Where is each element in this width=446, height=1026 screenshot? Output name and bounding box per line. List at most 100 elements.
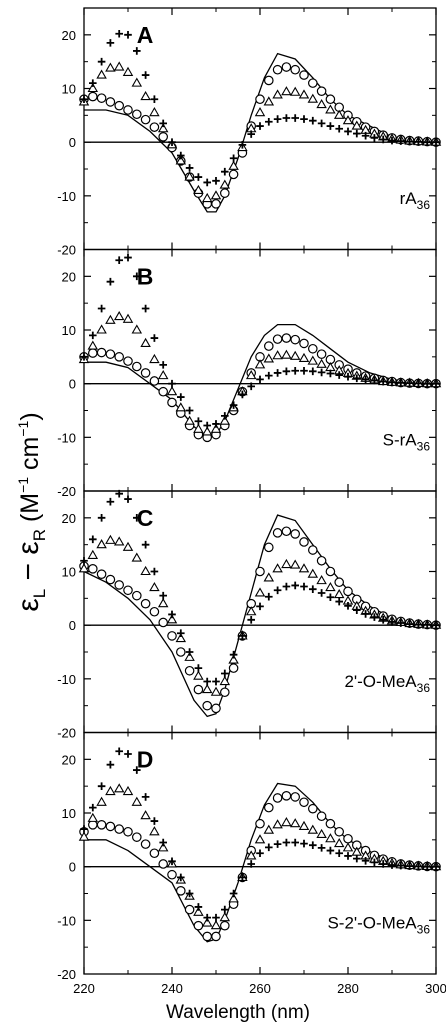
data-point-plus [247, 616, 255, 624]
data-point-plus [414, 138, 423, 146]
data-point-plus [361, 375, 370, 384]
data-point-circle [272, 793, 283, 803]
data-point-triangle [272, 350, 283, 360]
data-point-circle [272, 334, 283, 344]
data-point-triangle [210, 423, 222, 433]
y-label-minus-epsilon: − ε [12, 541, 45, 589]
data-point-plus [379, 377, 387, 386]
data-point-triangle [272, 819, 283, 829]
y-axis-label: εL − εR (M−1 cm−1) [12, 412, 49, 611]
data-point-circle [140, 368, 151, 378]
data-point-triangle [307, 568, 319, 578]
data-point-circle [299, 537, 309, 547]
data-point-plus [256, 602, 264, 611]
data-point-circle [299, 338, 309, 349]
data-point-triangle [289, 350, 301, 360]
data-point-plus [309, 585, 317, 594]
data-point-plus [194, 173, 203, 181]
data-point-circle [184, 904, 195, 915]
data-point-triangle [78, 563, 90, 573]
data-point-plus [159, 591, 167, 600]
data-point-plus [97, 304, 106, 313]
data-point-plus [141, 304, 150, 313]
y-tick-label: 0 [69, 377, 76, 392]
data-point-plus [379, 135, 387, 144]
data-point-triangle [333, 588, 345, 599]
data-point-circle [96, 347, 107, 358]
data-point-triangle [131, 552, 143, 562]
data-point-circle [140, 839, 151, 849]
data-point-circle [316, 349, 327, 359]
data-point-plus [265, 117, 273, 126]
data-point-circle [149, 606, 160, 617]
data-point-plus [212, 420, 220, 428]
x-tick-label: 260 [249, 981, 271, 996]
data-point-circle [202, 931, 212, 942]
data-point-triangle [228, 654, 239, 664]
data-point-plus [203, 677, 211, 686]
data-point-plus [115, 29, 123, 38]
data-point-plus [133, 514, 141, 522]
data-point-plus [282, 838, 291, 847]
y-tick-label: 10 [62, 806, 76, 821]
data-point-plus [309, 116, 317, 125]
data-point-circle [290, 529, 300, 539]
data-point-plus [168, 857, 176, 866]
data-point-plus [80, 95, 88, 104]
data-point-plus [212, 913, 220, 922]
data-point-plus [361, 131, 370, 140]
data-point-plus [300, 839, 308, 848]
data-point-plus [133, 47, 141, 55]
data-point-triangle [316, 575, 327, 585]
data-point-triangle [245, 370, 257, 380]
data-point-circle [88, 564, 98, 574]
data-point-triangle [149, 353, 160, 364]
data-point-circle [228, 663, 239, 673]
data-point-plus [379, 616, 387, 624]
data-point-triangle [113, 61, 125, 71]
data-point-circle [132, 109, 142, 120]
data-point-triangle [245, 850, 257, 860]
data-point-plus [397, 137, 405, 145]
data-point-triangle [157, 123, 169, 133]
y-tick-label: -10 [57, 189, 76, 204]
data-point-triangle [193, 423, 204, 433]
data-point-circle [307, 343, 318, 354]
data-point-circle [334, 826, 344, 837]
y-tick-label: 20 [62, 511, 76, 526]
data-point-plus [282, 582, 291, 591]
data-point-circle [325, 94, 336, 105]
data-point-triangle [122, 785, 134, 796]
data-point-triangle [184, 171, 195, 181]
y-tick-label: 0 [69, 860, 76, 875]
y-label-exp-cm: −1 [15, 420, 31, 436]
data-point-plus [291, 114, 299, 122]
data-point-plus [229, 650, 238, 659]
data-point-circle [281, 333, 292, 343]
data-point-triangle [219, 675, 231, 686]
data-point-circle [88, 91, 98, 102]
data-point-circle [281, 791, 292, 801]
data-point-circle [132, 590, 142, 601]
data-point-plus [247, 130, 255, 138]
data-point-circle [316, 811, 327, 822]
data-point-plus [150, 95, 159, 104]
data-point-triangle [281, 558, 292, 569]
data-point-triangle [298, 563, 310, 573]
data-point-plus [212, 177, 220, 185]
data-point-triangle [210, 190, 222, 200]
data-point-plus [238, 390, 247, 399]
data-point-plus [159, 838, 167, 847]
data-point-triangle [175, 632, 187, 643]
data-point-plus [397, 861, 405, 870]
data-point-triangle [263, 353, 275, 363]
data-point-plus [423, 862, 431, 871]
data-point-plus [159, 119, 167, 128]
data-point-circle [202, 700, 212, 711]
data-point-plus [194, 664, 203, 672]
data-point-triangle [219, 912, 231, 922]
data-point-circle [255, 818, 265, 829]
y-tick-label: 0 [69, 618, 76, 633]
data-point-circle [105, 349, 116, 359]
data-point-circle [96, 820, 107, 830]
